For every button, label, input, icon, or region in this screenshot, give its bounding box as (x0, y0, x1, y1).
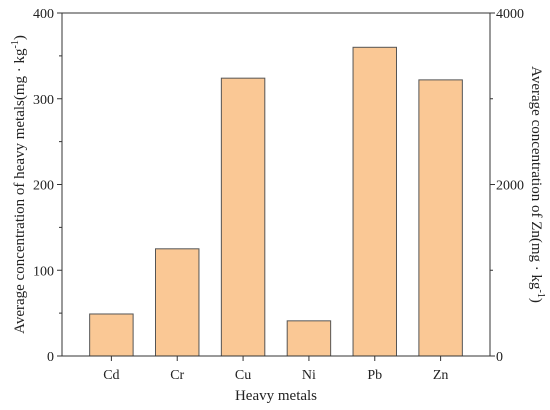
y-axis-right-label: Average concentration of Zn(mg · kg-1) (528, 66, 546, 303)
y-left-tick-label: 300 (33, 93, 54, 108)
x-tick-label-cd: Cd (103, 368, 119, 383)
y-left-tick-label: 100 (33, 264, 54, 279)
y-left-tick-label: 400 (33, 7, 54, 22)
x-axis-label: Heavy metals (235, 388, 317, 404)
x-tick-label-ni: Ni (302, 368, 316, 383)
bar-cd (89, 313, 134, 357)
x-tick-label-pb: Pb (367, 368, 382, 383)
bar-ni (286, 320, 332, 357)
bar-cr (155, 248, 200, 357)
y-left-tick-label: 200 (33, 179, 54, 194)
y-right-tick-label: 2000 (496, 179, 524, 194)
bar-zn (418, 79, 463, 357)
y-axis-left-label-superscript: -1 (10, 40, 21, 48)
x-tick-label-zn: Zn (433, 368, 449, 383)
y-axis-left-label: Average concentration of heavy metals(mg… (10, 35, 28, 334)
y-axis-right-label-text: Average concentration of Zn(mg · kg (528, 66, 544, 290)
y-axis-right-label-close: ) (528, 298, 544, 303)
bar-pb (352, 46, 398, 357)
bars-group (89, 46, 463, 357)
y-axis-left-label-text: Average concentration of heavy metals(mg… (12, 48, 28, 334)
y-axis-right-label-superscript: -1 (535, 290, 546, 298)
x-tick-label-cu: Cu (235, 368, 251, 383)
y-left-tick-label: 0 (47, 350, 54, 365)
x-tick-label-cr: Cr (170, 368, 184, 383)
bar-cu (220, 77, 266, 357)
y-right-tick-label: 0 (496, 350, 503, 365)
y-right-tick-label: 4000 (496, 7, 524, 22)
y-axis-left-label-close: ) (12, 35, 28, 40)
